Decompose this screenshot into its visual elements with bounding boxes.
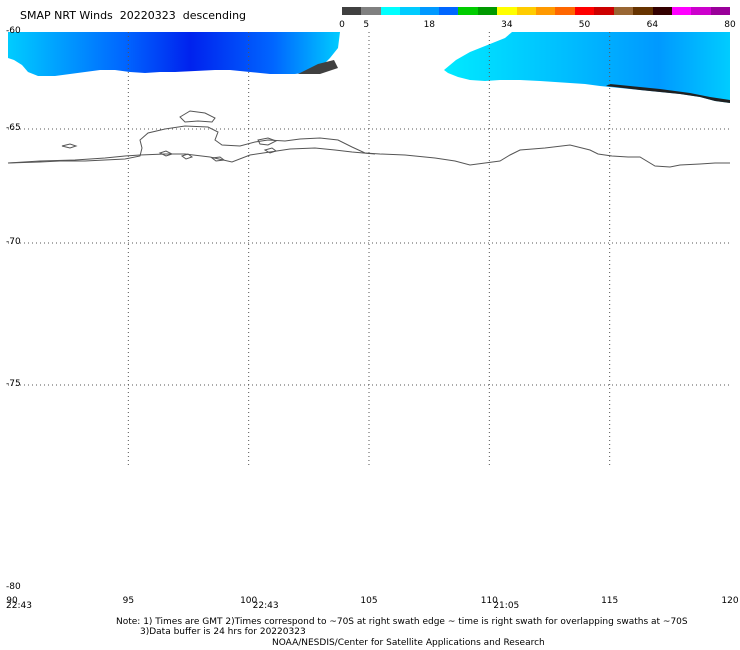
colorbar-segment — [555, 7, 575, 15]
colorbar-segment — [439, 7, 459, 15]
island-small-3 — [180, 153, 194, 160]
wind-swath-dark-edge — [606, 84, 730, 103]
credit-line: NOAA/NESDIS/Center for Satellite Applica… — [272, 638, 545, 648]
longitude-label: 95 — [122, 596, 135, 606]
antarctic-coastline — [7, 110, 730, 168]
island-small-1 — [61, 143, 78, 149]
note-line-2: 3)Data buffer is 24 hrs for 20220323 — [140, 627, 306, 637]
colorbar-label: 18 — [423, 20, 436, 30]
island-small-2 — [158, 150, 174, 157]
longitude-label: 100 — [240, 596, 258, 606]
colorbar-segment — [594, 7, 614, 15]
island-small-4 — [257, 137, 278, 146]
colorbar-segment — [536, 7, 556, 15]
swath-time-label: 22:43 — [252, 601, 279, 611]
colorbar-segment — [400, 7, 420, 15]
longitude-label: 105 — [360, 596, 378, 606]
colorbar-segment — [516, 7, 537, 15]
gridlines — [8, 32, 730, 465]
colorbar-segment — [633, 7, 653, 15]
wind-swath-gray — [298, 60, 338, 74]
coastline-shackleton — [179, 110, 216, 123]
latitude-label: -65 — [6, 123, 21, 133]
wind-swath-left — [8, 32, 340, 76]
colorbar-segment — [497, 7, 517, 15]
colorbar-segment — [691, 7, 711, 15]
note-line-1: Note: 1) Times are GMT 2)Times correspon… — [116, 617, 688, 627]
colorbar-segment — [380, 7, 401, 15]
latitude-label: -80 — [6, 582, 21, 592]
wind-speed-colorbar — [342, 7, 731, 15]
longitude-label: 120 — [721, 596, 739, 606]
colorbar-label: 34 — [501, 20, 513, 30]
colorbar-segment — [458, 7, 478, 15]
colorbar-segment — [652, 7, 672, 15]
colorbar-segment — [361, 7, 381, 15]
latitude-label: -70 — [6, 237, 21, 247]
colorbar-label: 50 — [578, 20, 591, 30]
latitude-label: -75 — [6, 379, 21, 389]
longitude-label: 110 — [480, 596, 498, 606]
colorbar-label: 80 — [724, 20, 736, 30]
island-small-6 — [210, 156, 226, 162]
swath-time-label: 21:05 — [493, 601, 520, 611]
colorbar-segment — [419, 7, 440, 15]
wind-swath-right — [444, 32, 730, 103]
swath-time-label: 22:43 — [6, 601, 32, 611]
colorbar-segment — [671, 7, 692, 15]
longitude-label: 115 — [601, 596, 619, 606]
colorbar-segment — [613, 7, 634, 15]
colorbar-label: 64 — [646, 20, 659, 30]
island-small-5 — [263, 147, 278, 154]
colorbar-segment — [477, 7, 498, 15]
colorbar-label: 0 — [339, 20, 345, 30]
latitude-label: -60 — [6, 26, 21, 36]
coastline-main — [7, 125, 730, 168]
colorbar-segment — [342, 7, 362, 15]
map-title: SMAP NRT Winds 20220323 descending — [20, 9, 247, 22]
colorbar-segment — [710, 7, 731, 15]
coastline-ice-shelf — [7, 147, 376, 164]
colorbar-label: 5 — [363, 20, 370, 30]
longitude-label: 90 — [6, 596, 18, 606]
colorbar-segment — [574, 7, 595, 15]
